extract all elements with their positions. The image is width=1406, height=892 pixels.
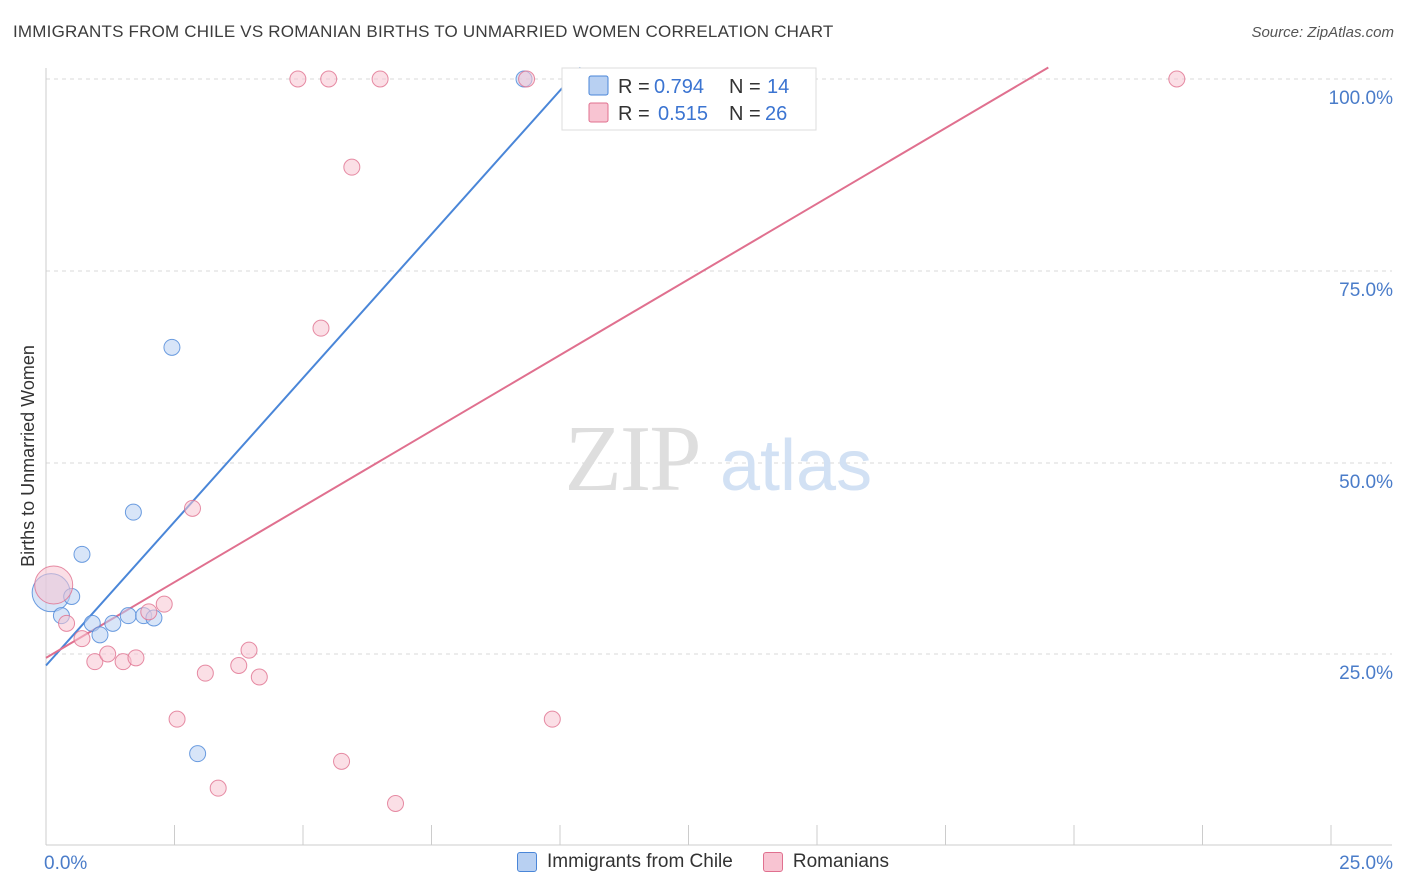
point-romanians <box>387 795 405 812</box>
point-chile <box>91 626 109 644</box>
legend-n-value-chile: 14 <box>767 76 789 98</box>
point-romanians <box>543 710 561 728</box>
point-romanians <box>320 70 338 88</box>
point-romanians <box>155 595 173 613</box>
point-romanians <box>168 710 186 728</box>
y-tick-labels: 25.0% 50.0% 75.0% 100.0% <box>1329 88 1394 684</box>
point-chile <box>189 745 207 763</box>
legend-r-label-romanians: R = <box>618 103 650 125</box>
legend-label-romanians: Romanians <box>792 851 889 872</box>
point-romanians <box>183 499 201 517</box>
legend-item-romanians: Romanians <box>762 851 889 873</box>
trendline-romanians <box>45 66 1049 659</box>
x-tick-label: 0.0% <box>44 853 87 874</box>
source-label: Source: ZipAtlas.com <box>1251 24 1394 41</box>
y-tick-label: 100.0% <box>1329 88 1394 109</box>
y-tick-label: 25.0% <box>1339 663 1393 684</box>
point-romanians <box>371 70 389 88</box>
legend-n-label-romanians: N = <box>729 103 761 125</box>
point-romanians <box>99 645 117 663</box>
point-chile <box>119 607 137 625</box>
watermark-zip: ZIP <box>565 407 700 511</box>
watermark: ZIP atlas <box>565 407 873 511</box>
legend-r-label-chile: R = <box>618 76 650 98</box>
point-romanians <box>34 565 74 605</box>
legend-r-value-romanians: 0.515 <box>658 103 708 125</box>
point-romanians <box>250 668 268 686</box>
point-chile <box>124 503 142 521</box>
stats-legend: R = 0.794 N = 14 R = 0.515 N = 26 <box>561 67 817 131</box>
axes <box>45 68 1392 846</box>
point-romanians <box>230 657 248 674</box>
trendline-chile <box>45 66 582 667</box>
watermark-atlas: atlas <box>720 426 872 506</box>
y-tick-label: 50.0% <box>1339 472 1393 493</box>
point-romanians <box>196 664 214 682</box>
point-romanians <box>58 614 76 632</box>
x-tick-labels: 0.0% 25.0% <box>44 853 1393 874</box>
legend-item-chile: Immigrants from Chile <box>517 851 733 873</box>
point-romanians <box>73 630 91 648</box>
point-romanians <box>86 653 104 671</box>
point-romanians <box>240 641 258 659</box>
point-chile <box>104 614 122 632</box>
data-points <box>31 70 1186 812</box>
chart-title: IMMIGRANTS FROM CHILE VS ROMANIAN BIRTHS… <box>13 22 834 41</box>
gridlines <box>46 78 1392 655</box>
point-romanians <box>209 779 227 797</box>
legend-r-value-chile: 0.794 <box>654 76 704 98</box>
y-tick-label: 75.0% <box>1339 280 1393 301</box>
legend-swatch-romanians <box>588 102 609 123</box>
y-axis-title: Births to Unmarried Women <box>18 345 38 567</box>
point-chile <box>163 338 181 356</box>
legend-marker-chile <box>517 852 538 872</box>
legend-n-label-chile: N = <box>729 76 761 98</box>
point-chile <box>73 545 91 563</box>
point-romanians <box>518 70 536 88</box>
point-romanians <box>1168 70 1186 88</box>
trendlines <box>45 66 1049 667</box>
legend-n-value-romanians: 26 <box>765 103 787 125</box>
legend-label-chile: Immigrants from Chile <box>547 851 733 872</box>
legend-marker-romanians <box>762 852 783 872</box>
point-romanians <box>289 70 307 88</box>
legend-swatch-chile <box>588 75 609 96</box>
series-legend: Immigrants from Chile Romanians <box>0 851 1406 873</box>
point-romanians <box>343 158 361 176</box>
x-tick-label: 25.0% <box>1339 853 1393 874</box>
point-romanians <box>127 649 145 667</box>
point-romanians <box>333 752 351 770</box>
point-romanians <box>312 319 330 337</box>
point-romanians <box>140 603 158 621</box>
